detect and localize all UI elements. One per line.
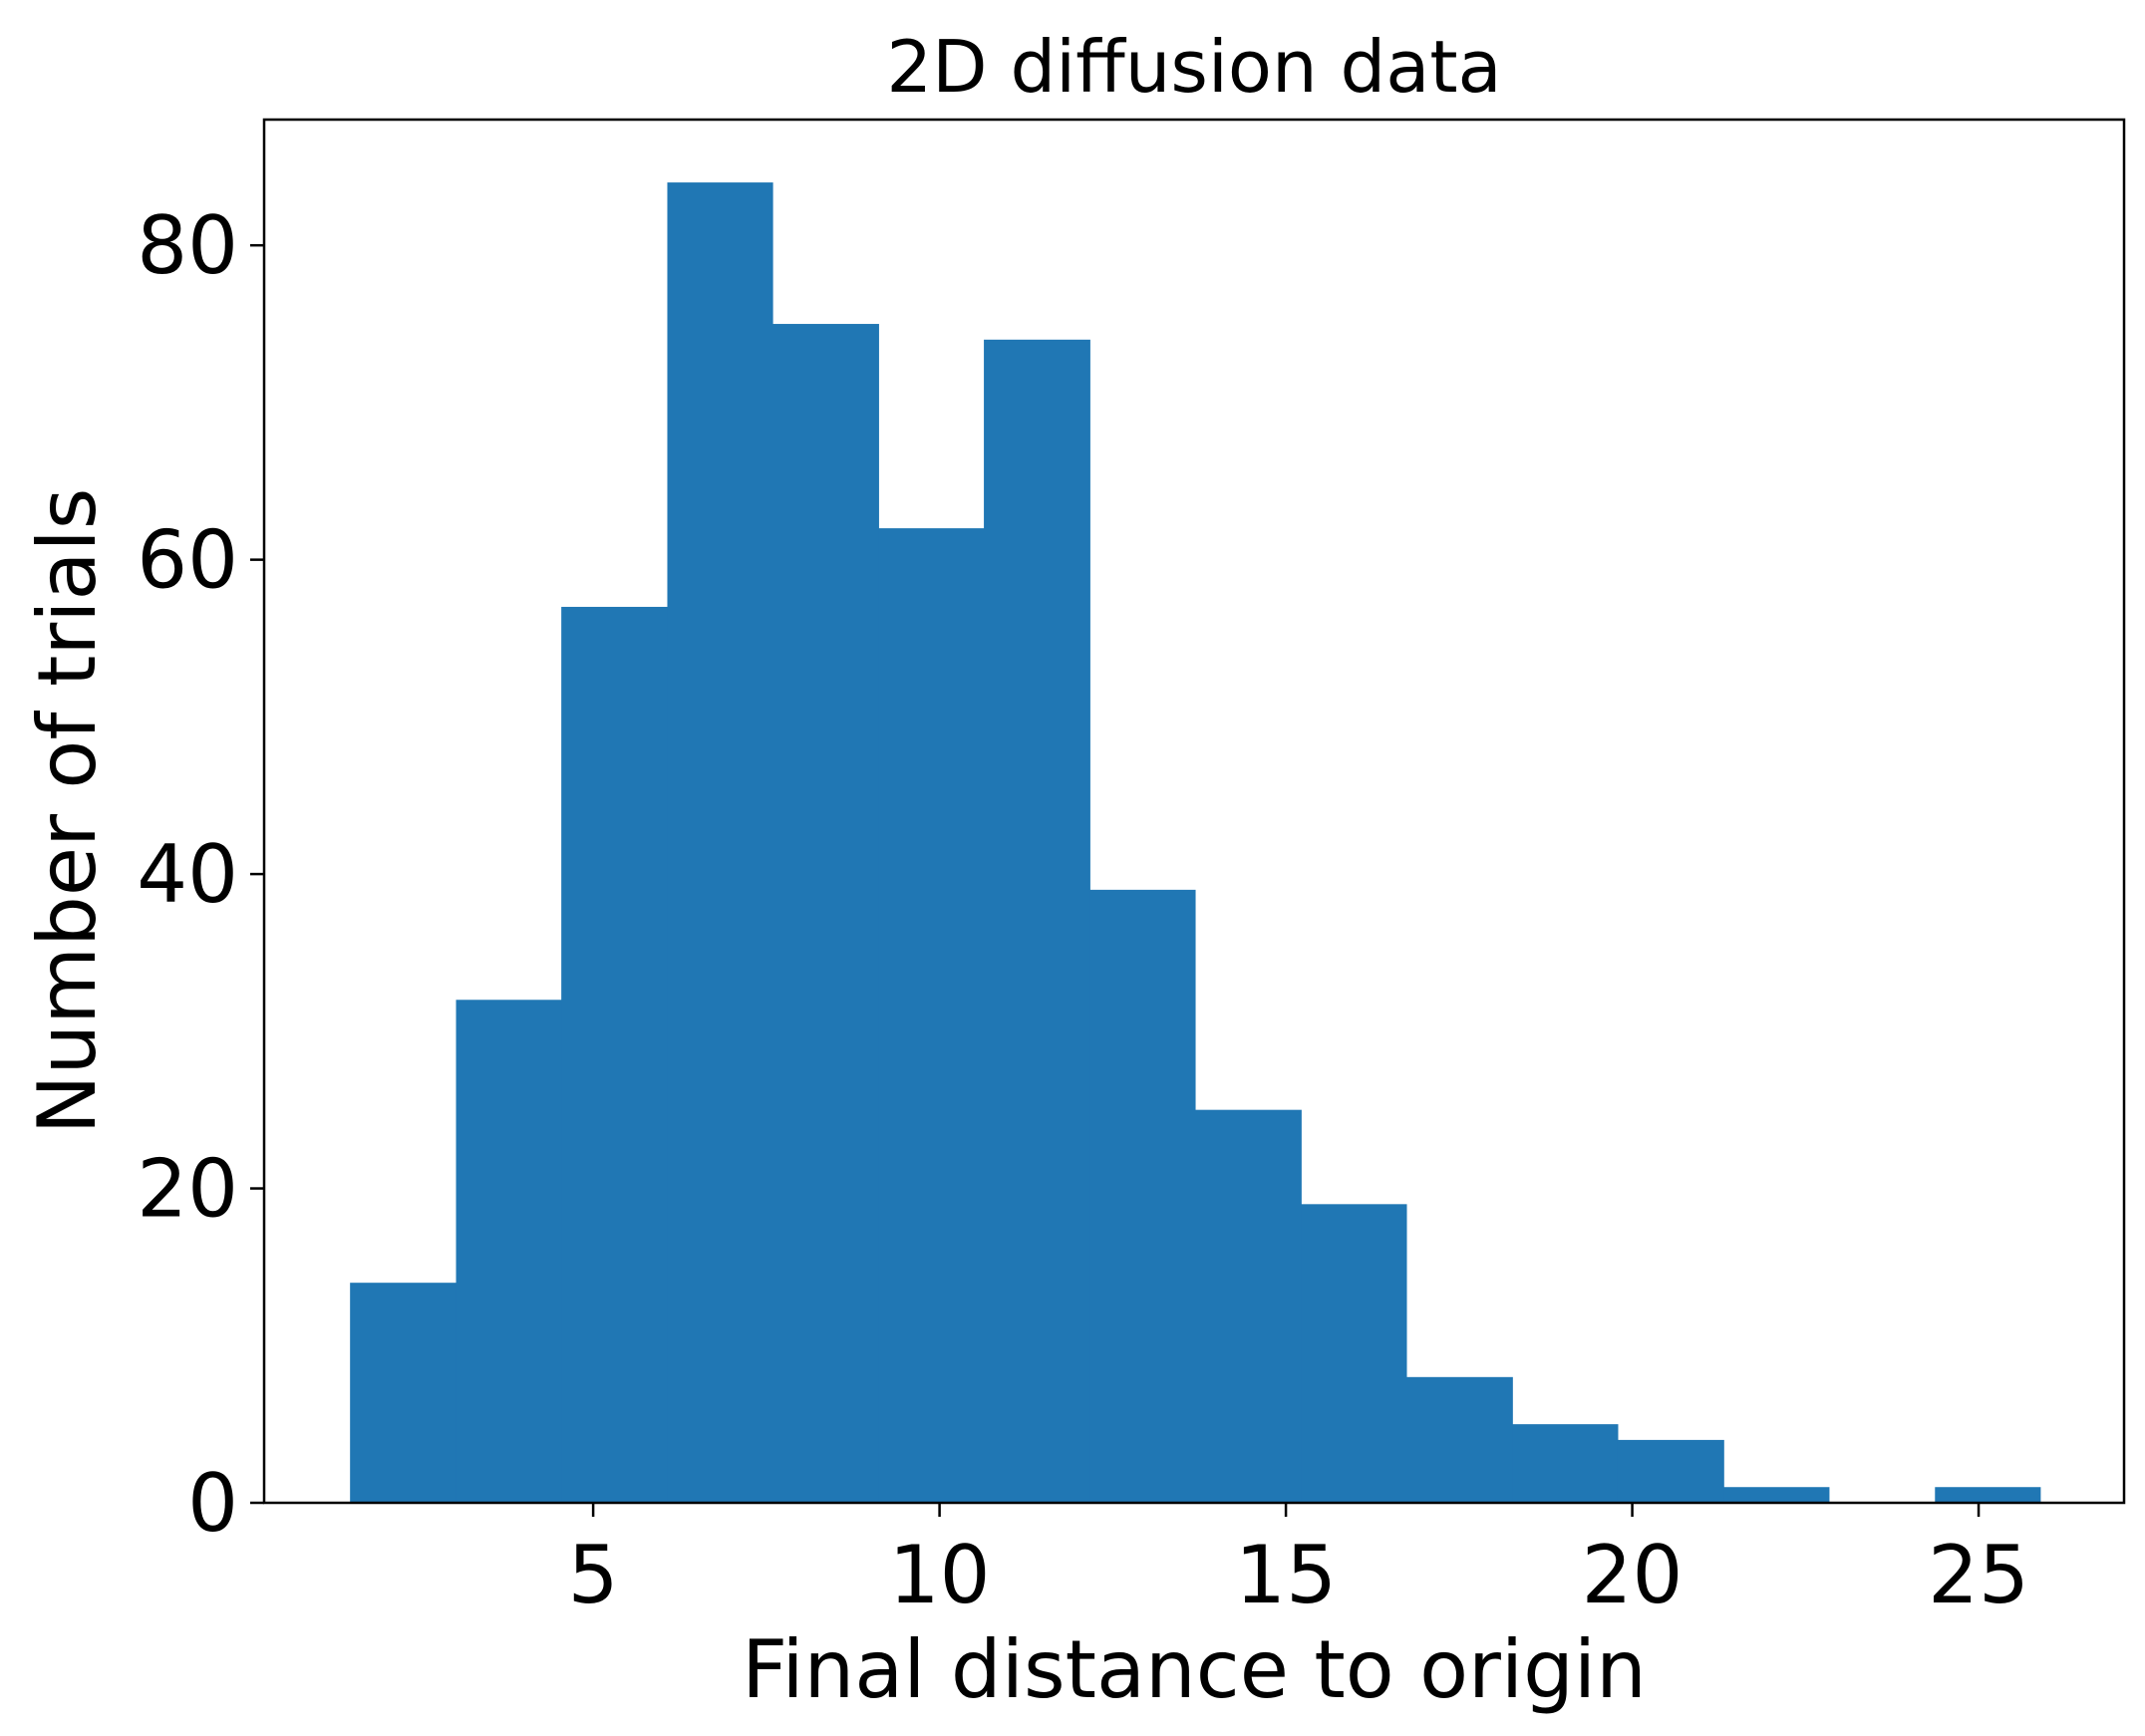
plot-frame: [262, 118, 2126, 1505]
x-tick-label-3: 20: [1582, 1529, 1684, 1621]
histogram-bar-2: [561, 606, 668, 1503]
x-axis-ticks: 5 10 15 20 25: [568, 1503, 2029, 1621]
bars-layer: [350, 182, 2041, 1504]
histogram-bar-1: [456, 1000, 562, 1503]
y-tick-label-4: 80: [137, 199, 238, 292]
histogram-bar-0: [350, 1283, 458, 1503]
x-tick-label-1: 10: [889, 1529, 991, 1621]
y-tick-label-1: 20: [137, 1143, 238, 1236]
y-tick-label-3: 60: [137, 514, 238, 607]
y-tick-label-0: 0: [187, 1457, 238, 1550]
histogram-bar-7: [1089, 889, 1196, 1503]
x-tick-label-0: 5: [568, 1529, 619, 1621]
chart-title: 2D diffusion data: [886, 25, 1501, 109]
y-axis-ticks: 0 20 40 60 80: [137, 199, 264, 1550]
histogram-bar-4: [772, 324, 879, 1504]
histogram-bar-6: [984, 339, 1090, 1504]
histogram-bar-15: [1935, 1487, 2041, 1503]
x-axis-label: Final distance to origin: [742, 1623, 1647, 1716]
y-axis-label: Number of trials: [21, 488, 114, 1135]
histogram-bar-10: [1406, 1376, 1513, 1503]
histogram-bar-13: [1723, 1487, 1830, 1503]
histogram-bar-12: [1617, 1439, 1724, 1503]
histogram-bar-8: [1195, 1109, 1302, 1503]
histogram-bar-11: [1512, 1424, 1619, 1503]
histogram-bar-9: [1301, 1204, 1407, 1503]
x-tick-label-2: 15: [1235, 1529, 1337, 1621]
y-tick-label-2: 40: [137, 828, 238, 921]
histogram-bar-3: [667, 182, 773, 1503]
histogram-bar-5: [878, 528, 985, 1503]
x-tick-label-4: 25: [1928, 1529, 2029, 1621]
